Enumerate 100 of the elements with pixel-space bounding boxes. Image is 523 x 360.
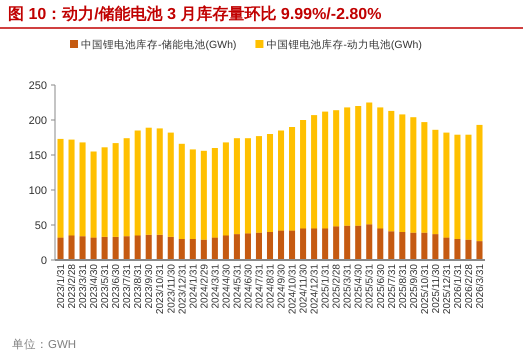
- bar: [124, 236, 130, 260]
- bar: [366, 102, 372, 224]
- x-tick-label: 2023/12/31: [177, 264, 188, 314]
- bar: [57, 238, 64, 260]
- x-tick-label: 2025/1/31: [320, 264, 332, 308]
- bar: [102, 236, 108, 260]
- x-tick-label: 2026/3/31: [474, 264, 486, 308]
- bar: [366, 224, 372, 260]
- y-tick-label: 0: [40, 255, 47, 267]
- bar: [311, 115, 318, 228]
- bar: [443, 238, 450, 260]
- bar: [234, 138, 240, 234]
- bar: [80, 236, 86, 260]
- x-tick-label: 2023/5/31: [100, 264, 112, 308]
- bar: [333, 226, 340, 260]
- x-tick-label: 2024/4/30: [221, 264, 232, 308]
- bar: [80, 142, 86, 236]
- bar: [333, 110, 340, 226]
- x-tick-label: 2023/2/28: [67, 264, 78, 308]
- bar: [156, 128, 163, 235]
- bar: [178, 144, 185, 239]
- bar: [244, 138, 251, 234]
- chart-title: 图 10：动力/储能电池 3 月库存量环比 9.99%/-2.80%: [8, 5, 382, 23]
- bar: [399, 114, 406, 232]
- bar: [465, 240, 472, 260]
- bar: [410, 232, 416, 260]
- x-tick-label: 2025/9/30: [408, 264, 420, 308]
- x-tick-label: 2023/11/30: [166, 264, 178, 314]
- bar: [168, 132, 174, 237]
- bar: [244, 233, 251, 260]
- y-tick-label: 250: [28, 80, 47, 92]
- bar: [146, 128, 152, 235]
- bar: [388, 231, 394, 260]
- bar: [200, 240, 207, 260]
- bar: [112, 143, 119, 237]
- bar: [388, 110, 394, 232]
- x-tick-label: 2023/3/31: [78, 264, 90, 308]
- bar: [432, 130, 438, 234]
- x-tick-label: 2024/7/31: [254, 264, 266, 308]
- bar: [421, 232, 428, 260]
- bar: [432, 234, 438, 260]
- x-tick-label: 2023/1/31: [56, 264, 68, 308]
- bar: [266, 232, 274, 260]
- bar: [134, 236, 141, 260]
- text: 单位：GWH: [12, 338, 76, 351]
- x-tick-label: 2023/6/30: [111, 264, 122, 308]
- x-tick-label: 2024/6/30: [243, 264, 254, 308]
- x-tick-label: 2024/1/31: [188, 264, 200, 308]
- bar: [222, 142, 229, 236]
- x-tick-label: 2024/5/31: [232, 264, 244, 308]
- bar: [190, 149, 196, 239]
- bar: [289, 230, 296, 260]
- bar: [256, 232, 262, 260]
- x-tick-label: 2024/3/31: [210, 264, 222, 308]
- bar: [476, 241, 483, 260]
- x-tick-label: 2025/2/28: [332, 264, 343, 308]
- x-tick-label: 2023/8/31: [133, 264, 144, 308]
- x-tick-label: 2026/2/28: [464, 264, 475, 308]
- bar: [90, 238, 97, 260]
- x-tick-label: 2024/2/29: [199, 264, 210, 308]
- bar: [112, 236, 119, 260]
- bar: [377, 107, 384, 228]
- bar: [454, 239, 460, 260]
- x-tick-label: 2023/10/31: [155, 264, 166, 314]
- bar: [300, 120, 306, 228]
- x-tick-label: 2023/7/31: [122, 264, 134, 308]
- x-tick-label: 2025/11/30: [430, 264, 442, 314]
- bar: [212, 148, 218, 238]
- bar: [256, 136, 262, 233]
- bar: [322, 228, 328, 260]
- bar: [399, 232, 406, 260]
- bar: [355, 226, 362, 260]
- x-tick-label: 2024/11/30: [298, 264, 310, 314]
- bar: [234, 234, 240, 260]
- legend-label: 中国锂电池库存-储能电池(GWh): [81, 38, 236, 51]
- bar: [476, 124, 483, 242]
- x-tick-label: 2025/5/31: [364, 264, 376, 308]
- x-tick-label: 2026/1/31: [452, 264, 464, 308]
- y-tick-label: 100: [28, 185, 47, 197]
- x-tick-label: 2024/9/30: [276, 264, 288, 308]
- bar: [465, 134, 472, 240]
- bar: [68, 140, 75, 236]
- bar: [278, 130, 284, 231]
- legend-label: 中国锂电池库存-动力电池(GWh): [266, 38, 422, 51]
- bar: [322, 112, 328, 228]
- bar: [156, 234, 163, 260]
- bar: [443, 132, 450, 238]
- bar: [266, 134, 274, 232]
- x-tick-label: 2023/9/30: [144, 264, 156, 308]
- bar: [57, 138, 64, 238]
- bar: [134, 130, 141, 236]
- bar: [377, 228, 384, 260]
- bar: [410, 117, 416, 233]
- bar: [454, 134, 460, 239]
- x-tick-label: 2024/12/31: [310, 264, 321, 314]
- bar: [190, 239, 196, 260]
- bar: [222, 236, 229, 260]
- x-tick-label: 2025/6/30: [376, 264, 387, 308]
- bar: [212, 238, 218, 260]
- bar: [178, 239, 185, 260]
